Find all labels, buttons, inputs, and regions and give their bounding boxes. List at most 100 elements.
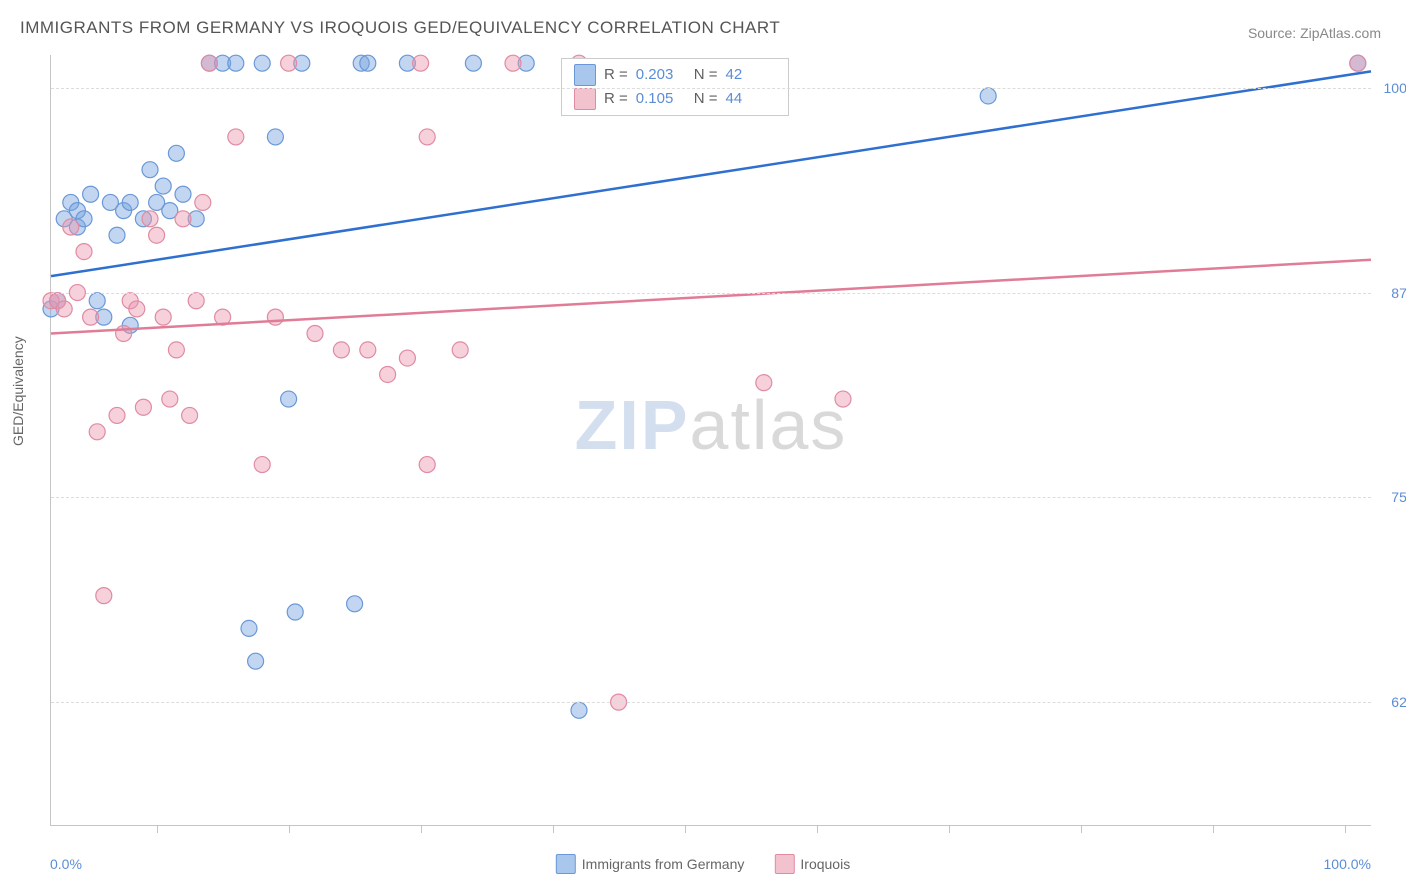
scatter-point — [248, 653, 264, 669]
scatter-point — [129, 301, 145, 317]
legend-swatch — [556, 854, 576, 874]
scatter-point — [287, 604, 303, 620]
scatter-point — [175, 211, 191, 227]
scatter-point — [89, 293, 105, 309]
stats-r-value: 0.203 — [636, 63, 686, 87]
scatter-point — [201, 55, 217, 71]
scatter-point — [419, 129, 435, 145]
legend-item: Immigrants from Germany — [556, 854, 745, 874]
x-tick — [1213, 825, 1214, 833]
scatter-svg — [51, 55, 1371, 825]
scatter-point — [281, 55, 297, 71]
scatter-point — [168, 342, 184, 358]
scatter-point — [333, 342, 349, 358]
x-axis-start-label: 0.0% — [50, 856, 82, 872]
stats-n-value: 42 — [726, 63, 776, 87]
scatter-point — [571, 702, 587, 718]
trend-line — [51, 260, 1371, 334]
y-tick-label: 62.5% — [1391, 694, 1406, 710]
scatter-point — [63, 219, 79, 235]
scatter-point — [380, 366, 396, 382]
legend-bottom: Immigrants from Germany Iroquois — [556, 854, 850, 874]
scatter-point — [835, 391, 851, 407]
x-axis-end-label: 100.0% — [1324, 856, 1371, 872]
scatter-point — [228, 55, 244, 71]
scatter-point — [56, 301, 72, 317]
stats-row: R =0.203N =42 — [574, 63, 776, 87]
scatter-point — [413, 55, 429, 71]
scatter-point — [465, 55, 481, 71]
y-tick-label: 75.0% — [1391, 489, 1406, 505]
scatter-point — [756, 375, 772, 391]
y-tick-label: 100.0% — [1384, 80, 1406, 96]
x-tick — [949, 825, 950, 833]
scatter-point — [175, 186, 191, 202]
x-tick — [1081, 825, 1082, 833]
stats-n-label: N = — [694, 87, 718, 111]
gridline — [51, 88, 1371, 89]
legend-label: Iroquois — [800, 856, 850, 872]
scatter-point — [155, 178, 171, 194]
x-tick — [685, 825, 686, 833]
scatter-point — [195, 194, 211, 210]
scatter-point — [142, 211, 158, 227]
stats-r-value: 0.105 — [636, 87, 686, 111]
scatter-point — [254, 457, 270, 473]
scatter-point — [122, 194, 138, 210]
scatter-point — [360, 342, 376, 358]
scatter-point — [83, 309, 99, 325]
scatter-point — [96, 588, 112, 604]
stats-r-label: R = — [604, 87, 628, 111]
scatter-point — [452, 342, 468, 358]
legend-label: Immigrants from Germany — [582, 856, 745, 872]
scatter-point — [347, 596, 363, 612]
scatter-point — [307, 326, 323, 342]
scatter-point — [399, 350, 415, 366]
x-tick — [289, 825, 290, 833]
scatter-point — [109, 407, 125, 423]
y-tick-label: 87.5% — [1391, 285, 1406, 301]
gridline — [51, 293, 1371, 294]
scatter-point — [135, 399, 151, 415]
scatter-point — [89, 424, 105, 440]
scatter-point — [168, 145, 184, 161]
stats-swatch — [574, 64, 596, 86]
stats-swatch — [574, 88, 596, 110]
scatter-point — [980, 88, 996, 104]
x-tick — [553, 825, 554, 833]
scatter-point — [281, 391, 297, 407]
scatter-point — [241, 620, 257, 636]
legend-swatch — [774, 854, 794, 874]
scatter-point — [505, 55, 521, 71]
stats-n-label: N = — [694, 63, 718, 87]
scatter-point — [162, 391, 178, 407]
scatter-point — [182, 407, 198, 423]
scatter-point — [83, 186, 99, 202]
y-axis-label: GED/Equivalency — [10, 336, 26, 446]
scatter-point — [228, 129, 244, 145]
scatter-point — [155, 309, 171, 325]
chart-container: IMMIGRANTS FROM GERMANY VS IROQUOIS GED/… — [0, 0, 1406, 892]
scatter-point — [188, 293, 204, 309]
scatter-point — [419, 457, 435, 473]
x-tick — [421, 825, 422, 833]
scatter-point — [254, 55, 270, 71]
x-tick — [817, 825, 818, 833]
legend-item: Iroquois — [774, 854, 850, 874]
scatter-point — [1350, 55, 1366, 71]
stats-row: R = 0.105 N = 44 — [574, 87, 776, 111]
stats-n-value: 44 — [726, 87, 776, 111]
scatter-point — [109, 227, 125, 243]
scatter-point — [76, 244, 92, 260]
x-tick — [157, 825, 158, 833]
gridline — [51, 497, 1371, 498]
gridline — [51, 702, 1371, 703]
scatter-point — [267, 309, 283, 325]
source-label: Source: ZipAtlas.com — [1248, 25, 1381, 41]
scatter-point — [267, 129, 283, 145]
chart-title: IMMIGRANTS FROM GERMANY VS IROQUOIS GED/… — [20, 18, 780, 38]
scatter-point — [149, 227, 165, 243]
scatter-point — [142, 162, 158, 178]
scatter-point — [360, 55, 376, 71]
x-tick — [1345, 825, 1346, 833]
